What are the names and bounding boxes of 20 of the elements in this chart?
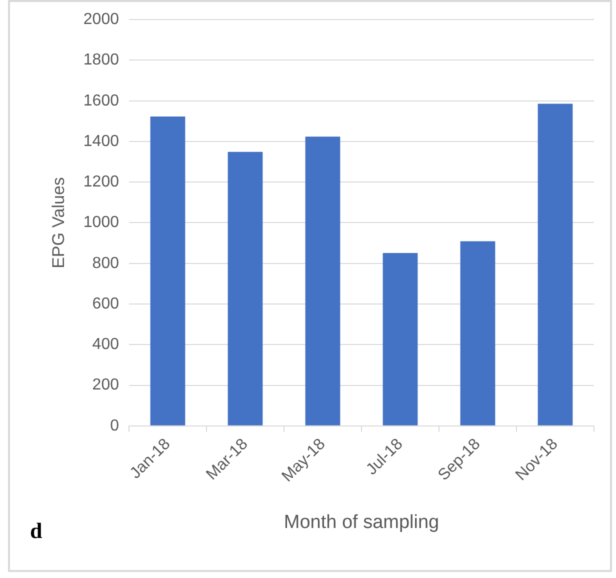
x-axis-title: Month of sampling [284,512,440,533]
y-tick-label: 1600 [83,92,120,110]
y-tick-label: 200 [92,376,120,394]
bar [460,241,496,426]
y-tick-label: 1400 [83,132,120,150]
bar [305,136,340,426]
y-tick-label: 0 [110,417,120,434]
bar [228,152,263,426]
y-tick-label: 600 [92,295,120,312]
bar [538,104,573,426]
y-axis-title: EPG Values [48,177,68,268]
bar [382,253,418,426]
bar [150,116,186,426]
y-tick-label: 1800 [83,52,120,69]
y-tick-label: 1000 [83,214,120,232]
y-tick-label: 800 [92,254,120,272]
text: d [30,518,42,543]
y-tick-label: 1200 [83,174,120,191]
y-tick-label: 400 [92,336,120,354]
y-tick-label: 2000 [83,11,120,28]
